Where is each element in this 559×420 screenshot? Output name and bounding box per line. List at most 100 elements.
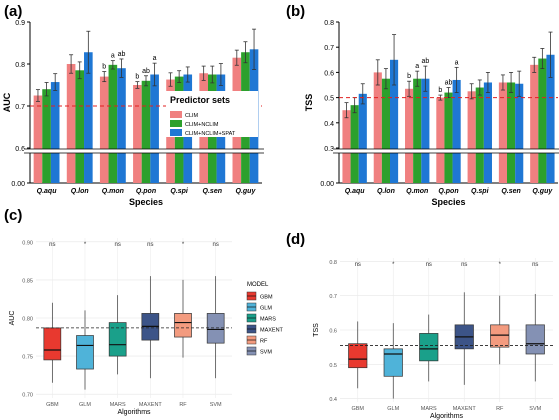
bar [507,82,516,183]
bar [413,78,422,183]
x-tick-label: Q.aqu [37,188,58,195]
y-tick-label: 0.70 [22,393,33,399]
x-tick-label: MARS [421,406,437,412]
bar [452,79,461,183]
significance-letter: b [102,64,106,71]
x-tick-label: Q.pon [438,188,458,195]
bar [546,54,555,184]
significance-label: ns [114,242,120,248]
legend-label: GLM [260,306,272,312]
x-tick-label: RF [179,402,187,408]
box [419,333,439,362]
y-tick-label: 0.85 [22,278,33,284]
x-axis-label: Algorithms [117,409,151,416]
bar [421,78,430,183]
significance-letter: ab [445,80,453,87]
y-tick-label: 0.75 [22,355,33,361]
bar [483,82,492,183]
bar [150,74,159,183]
y-tick-label: 0.7 [324,45,334,52]
significance-letter: a [153,55,157,62]
bar [515,83,524,183]
significance-letter: a [415,63,419,70]
x-tick-label: RF [496,406,504,412]
legend-title: Predictor sets [170,95,230,105]
bar [75,70,85,183]
y-tick-label: 0.6 [15,146,25,153]
legend-label: CLIM [185,113,199,119]
x-tick-label: GBM [351,406,364,412]
x-tick-label: MAXENT [139,402,163,408]
legend-title: MODEL [247,282,269,288]
y-tick-label: 0.4 [329,397,337,403]
y-axis-label: AUC [9,311,16,326]
significance-label: * [392,262,395,268]
significance-letter: b [135,74,139,81]
box [490,324,510,348]
bar [498,82,508,183]
x-axis-label: Algorithms [430,413,464,420]
panel-3: (d) 0.4 0.5 0.6 0.7 0.8 TSS GBM ns GLM * MARS ns MAXE… [286,231,553,420]
y-axis-label: TSS [313,323,320,337]
x-tick-label: Q.mon [406,188,428,195]
bar [42,89,51,183]
panel-1: (b) 0.00 0.3 0.4 0.5 0.6 0.7 0.8 TSS Q.aqu Q.lon Q.… [286,3,559,207]
legend-swatch [170,111,182,118]
x-tick-label: GBM [46,402,59,408]
box [525,324,545,355]
bar [108,64,118,183]
significance-label: ns [461,262,467,268]
box [383,348,403,377]
legend-label: GBM [260,295,273,301]
bar [436,97,445,183]
x-tick-label: Q.sen [203,188,222,195]
significance-label: ns [532,262,538,268]
box [76,335,94,370]
bar [405,88,414,183]
x-tick-label: Q.mon [102,188,124,195]
significance-letter: a [111,53,115,60]
significance-label: * [499,262,502,268]
box [43,327,62,361]
bar [50,82,60,183]
legend-label: MAXENT [260,328,284,334]
y-tick-label: 0.5 [324,96,334,103]
bar [342,110,351,183]
y-tick-label: 0.8 [15,62,25,69]
legend-label: CLIM+NCLIM+SPAT [185,131,236,137]
legend-label: RF [260,339,268,345]
significance-letter: ab [118,51,126,58]
y-tick-label: 0.8 [324,20,334,27]
bar [84,52,93,183]
x-tick-label: GLM [387,406,399,412]
y-tick-label: 0.5 [329,363,337,369]
box [174,313,192,338]
x-tick-label: Q.pon [136,188,156,195]
bar [33,95,43,183]
x-tick-label: Q.lon [377,188,395,195]
x-tick-label: Q.lon [71,188,89,195]
legend-swatch [170,120,182,127]
y-tick-label: 0.4 [324,121,334,128]
y-tick-label: 0.9 [15,20,25,27]
x-tick-label: MARS [110,402,126,408]
bar [117,68,126,183]
bar [381,78,390,183]
x-tick-label: Q.aqu [345,188,366,195]
bar [475,87,484,183]
y-tick-label: 0.90 [22,240,33,246]
x-tick-label: MAXENT [453,406,477,412]
box [108,322,127,357]
significance-letter: a [455,59,459,66]
significance-label: * [182,242,185,248]
x-tick-label: Q.spi [471,188,490,195]
panel-label: (d) [286,231,305,248]
panel-0: (a) 0.00 0.6 0.7 0.8 0.9 AUC Q.aqu Q.lon Q.mon Q.p… [2,3,264,207]
bar [538,58,547,183]
y-axis-label: AUC [2,92,12,112]
axis-break-band [333,149,559,153]
x-tick-label: SVM [210,402,222,408]
bar [530,64,539,183]
legend-label: SVM [260,350,272,356]
bar [444,92,453,183]
